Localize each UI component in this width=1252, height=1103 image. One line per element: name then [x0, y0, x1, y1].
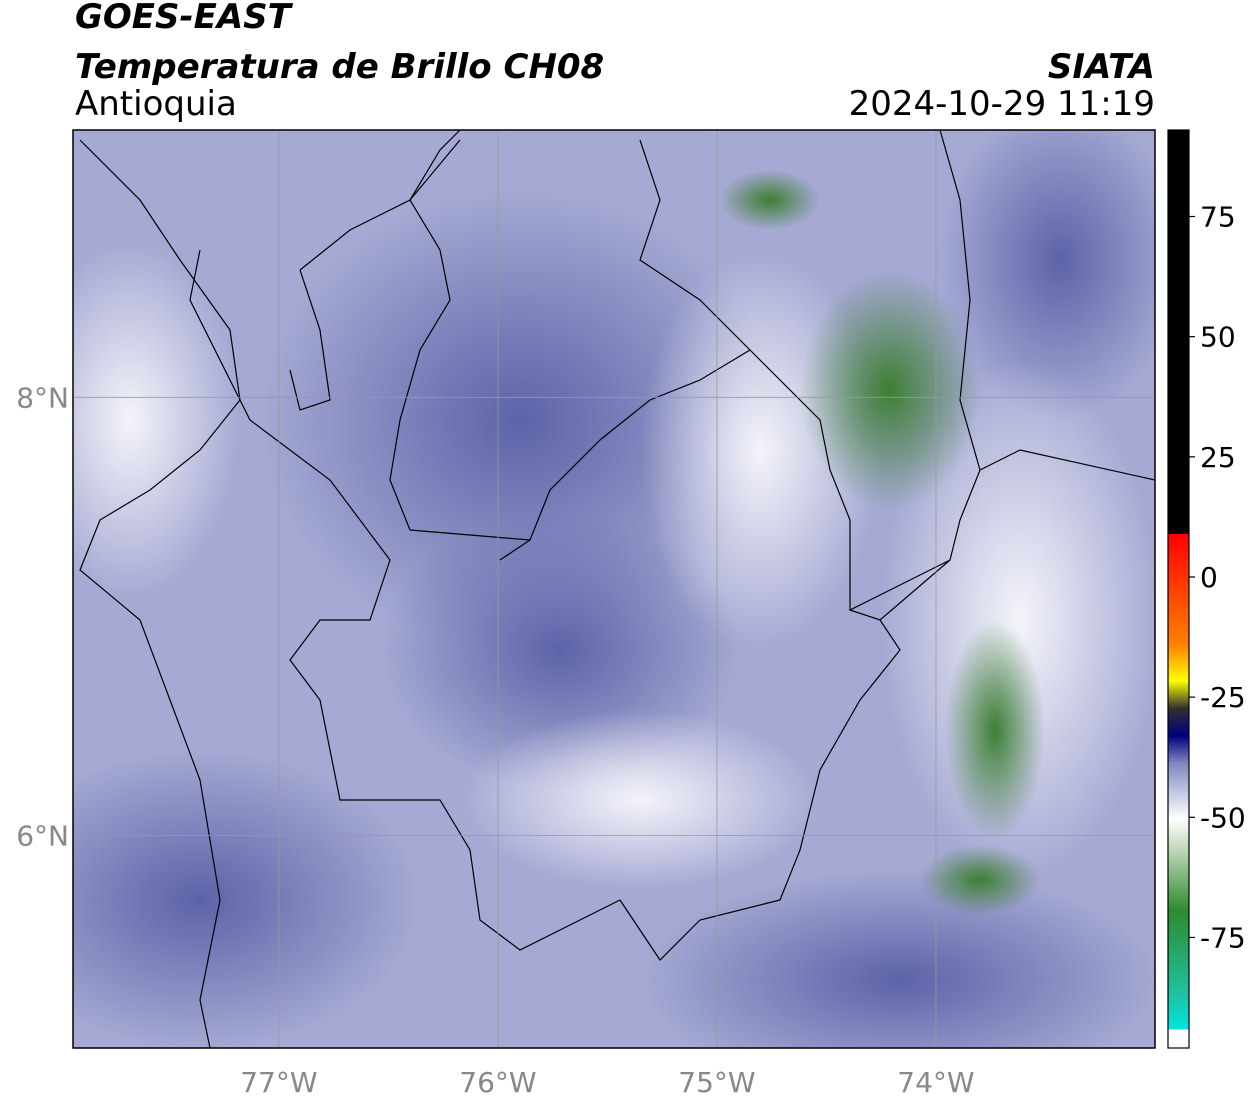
colorbar: [1167, 129, 1190, 1049]
colorbar-tick-label: 75: [1200, 201, 1236, 234]
satellite-title: GOES-EAST: [75, 0, 294, 37]
datetime-title: 2024-10-29 11:19: [849, 84, 1155, 124]
colorbar-tick-label: 25: [1200, 441, 1236, 474]
x-tick-label: 74°W: [897, 1066, 974, 1099]
x-tick-label: 75°W: [678, 1066, 755, 1099]
colorbar-tick-label: 0: [1200, 561, 1218, 594]
colorbar-tick-label: 50: [1200, 321, 1236, 354]
y-tick-label: 8°N: [16, 381, 69, 414]
graticule: [73, 130, 1155, 1048]
source-title: SIATA: [1048, 47, 1155, 87]
imagery: [73, 130, 1155, 1048]
colorbar-tick-label: -75: [1200, 921, 1246, 954]
map-frame: [72, 129, 1156, 1049]
region-title: Antioquia: [75, 84, 237, 124]
x-tick-label: 76°W: [459, 1066, 536, 1099]
product-title: Temperatura de Brillo CH08: [75, 47, 604, 87]
y-tick-label: 6°N: [16, 819, 69, 852]
colorbar-tick-label: -50: [1200, 801, 1246, 834]
x-tick-label: 77°W: [240, 1066, 317, 1099]
colorbar-tick-label: -25: [1200, 681, 1246, 714]
